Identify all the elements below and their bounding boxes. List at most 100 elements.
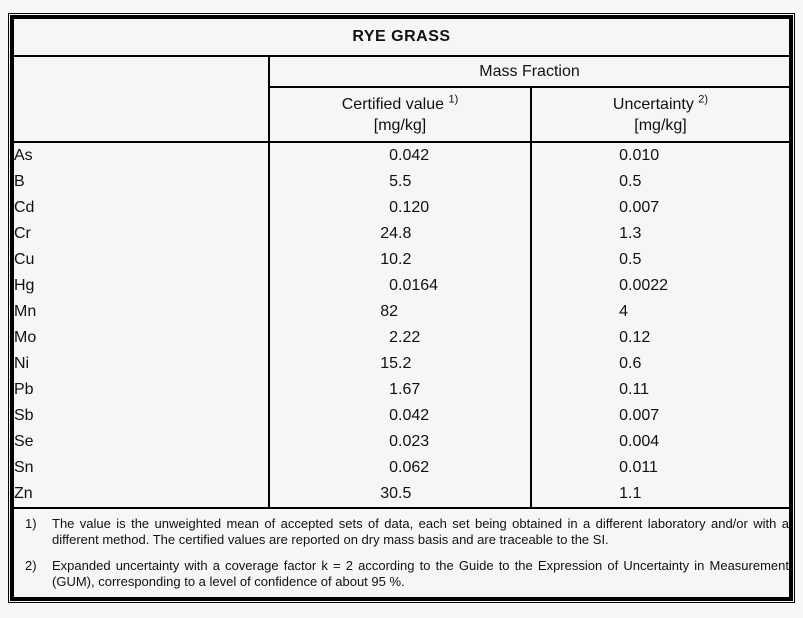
certified-value-cell: 0.023 <box>269 429 532 455</box>
uncertainty-cell: 1.1 <box>531 481 789 509</box>
document-outer-border: RYE GRASS Mass Fraction Certified value … <box>8 13 795 603</box>
element-cell: Hg <box>14 273 270 299</box>
certified-value-header: Certified value 1) [mg/kg] <box>269 87 532 143</box>
uncertainty-cell-value: 0.011 <box>619 459 658 476</box>
certified-value-cell: 2.22 <box>269 325 532 351</box>
uncertainty-header: Uncertainty 2) [mg/kg] <box>531 87 789 143</box>
table-row: Mo 2.22 0.12 <box>14 325 789 351</box>
table-row: Mn 82 4 <box>14 299 789 325</box>
element-cell: Cr <box>14 221 270 247</box>
certified-value-label: Certified value <box>341 95 445 113</box>
uncertainty-cell: 1.3 <box>531 221 789 247</box>
element-header-blank-cell <box>14 56 270 143</box>
uncertainty-cell: 0.004 <box>531 429 789 455</box>
uncertainty-unit: [mg/kg] <box>634 116 687 134</box>
element-cell: Mo <box>14 325 270 351</box>
uncertainty-cell-value: 0.5 <box>619 251 642 268</box>
table-row: Cr 24.8 1.3 <box>14 221 789 247</box>
uncertainty-cell: 0.0022 <box>531 273 789 299</box>
certified-value-cell: 24.8 <box>269 221 532 247</box>
uncertainty-cell: 0.11 <box>531 377 789 403</box>
element-cell: Pb <box>14 377 270 403</box>
certified-value-cell-value: 10.2 <box>380 251 412 268</box>
table-row: Cu 10.2 0.5 <box>14 247 789 273</box>
certified-value-cell: 10.2 <box>269 247 532 273</box>
table-row: Pb 1.67 0.11 <box>14 377 789 403</box>
subheader-row: Certified value 1) [mg/kg] Uncertainty 2… <box>14 87 789 143</box>
footnotes-container: 1) The value is the unweighted mean of ac… <box>14 508 789 597</box>
table-row: Hg 0.0164 0.0022 <box>14 273 789 299</box>
element-cell: As <box>14 142 270 169</box>
table-row: Zn 30.5 1.1 <box>14 481 789 509</box>
group-header-row: Mass Fraction <box>14 56 789 143</box>
certified-value-cell-value: 15.2 <box>380 355 412 372</box>
uncertainty-footnote-ref: 2) <box>698 93 709 106</box>
certified-value-cell: 0.042 <box>269 142 532 169</box>
uncertainty-cell-value: 0.11 <box>619 381 650 398</box>
certified-value-cell: 0.120 <box>269 195 532 221</box>
uncertainty-cell: 0.007 <box>531 195 789 221</box>
uncertainty-cell-value: 1.1 <box>619 485 642 502</box>
certified-value-cell-value: 0.120 <box>389 199 430 216</box>
certified-value-cell-value: 1.67 <box>389 381 421 398</box>
element-cell: Mn <box>14 299 270 325</box>
uncertainty-header-label: Uncertainty 2) <box>532 94 789 115</box>
uncertainty-cell: 0.5 <box>531 169 789 195</box>
element-cell: Sn <box>14 455 270 481</box>
uncertainty-cell: 0.5 <box>531 247 789 273</box>
certified-value-cell: 82 <box>269 299 532 325</box>
certified-value-cell-value: 82 <box>380 303 398 320</box>
certified-value-cell-value: 0.042 <box>389 147 430 164</box>
uncertainty-cell: 0.007 <box>531 403 789 429</box>
element-cell: Cd <box>14 195 270 221</box>
footnote-text: The value is the unweighted mean of acce… <box>52 515 789 548</box>
uncertainty-cell-value: 0.0022 <box>619 277 669 294</box>
table-row: Sb 0.042 0.007 <box>14 403 789 429</box>
uncertainty-cell-value: 0.010 <box>619 147 660 164</box>
certified-value-cell: 0.062 <box>269 455 532 481</box>
uncertainty-cell-value: 4 <box>619 303 628 320</box>
uncertainty-label: Uncertainty <box>612 95 694 113</box>
uncertainty-cell-value: 0.5 <box>619 173 642 190</box>
certified-value-cell-value: 0.023 <box>389 433 430 450</box>
certified-value-cell-value: 24.8 <box>380 225 412 242</box>
certified-value-cell: 30.5 <box>269 481 532 509</box>
uncertainty-cell: 0.6 <box>531 351 789 377</box>
footnote-text: Expanded uncertainty with a coverage fac… <box>52 557 789 590</box>
table-row: As 0.042 0.010 <box>14 142 789 169</box>
footnote-marker: 1) <box>25 515 37 531</box>
table-row: Se 0.023 0.004 <box>14 429 789 455</box>
table-row: Cd 0.120 0.007 <box>14 195 789 221</box>
certified-value-cell: 15.2 <box>269 351 532 377</box>
element-cell: Zn <box>14 481 270 509</box>
uncertainty-cell-value: 0.007 <box>619 407 660 424</box>
title-row: RYE GRASS <box>14 19 789 57</box>
certified-values-table: RYE GRASS Mass Fraction Certified value … <box>14 19 789 597</box>
page-title: RYE GRASS <box>14 19 789 57</box>
table-row: Ni 15.2 0.6 <box>14 351 789 377</box>
certified-value-cell: 0.0164 <box>269 273 532 299</box>
uncertainty-cell-value: 1.3 <box>619 225 642 242</box>
certified-value-cell: 5.5 <box>269 169 532 195</box>
element-cell: Ni <box>14 351 270 377</box>
uncertainty-cell-value: 0.6 <box>619 355 642 372</box>
footnote: 2) Expanded uncertainty with a coverage f… <box>14 558 789 591</box>
uncertainty-cell: 4 <box>531 299 789 325</box>
footnote-row: 1) The value is the unweighted mean of ac… <box>14 508 789 597</box>
element-cell: Se <box>14 429 270 455</box>
footnote-marker: 2) <box>25 557 37 573</box>
certified-value-cell-value: 0.062 <box>389 459 430 476</box>
certified-value-cell: 0.042 <box>269 403 532 429</box>
certified-value-cell-value: 30.5 <box>380 485 412 502</box>
table-frame: RYE GRASS Mass Fraction Certified value … <box>10 15 793 601</box>
uncertainty-cell: 0.12 <box>531 325 789 351</box>
certified-value-cell-value: 2.22 <box>389 329 421 346</box>
mass-fraction-header: Mass Fraction <box>269 56 789 88</box>
certified-value-unit: [mg/kg] <box>373 116 427 134</box>
element-cell: B <box>14 169 270 195</box>
certified-value-header-label: Certified value 1) <box>270 94 530 115</box>
table-row: B 5.5 0.5 <box>14 169 789 195</box>
uncertainty-cell-value: 0.007 <box>619 199 660 216</box>
uncertainty-cell-value: 0.12 <box>619 329 651 346</box>
table-row: Sn 0.062 0.011 <box>14 455 789 481</box>
